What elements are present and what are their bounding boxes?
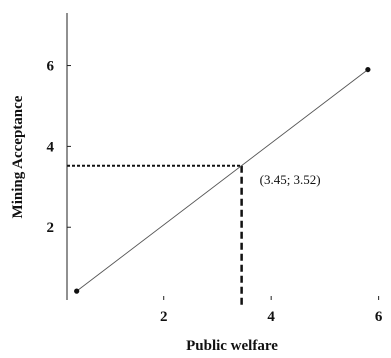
x-tick-label: 6 [375,309,383,325]
data-point [74,288,80,294]
x-tick-label: 4 [267,309,275,325]
reference-guides [67,164,243,306]
x-axis-title: Public welfare [186,338,278,354]
series-line [76,69,369,292]
y-tick-label: 2 [47,220,55,236]
series-group [74,66,371,294]
data-point [365,66,371,73]
ticks-group: 2 4 6 2 4 6 [47,59,383,325]
x-tick-label: 2 [160,309,168,325]
y-axis-title: Mining Acceptance [10,95,26,218]
reference-point-label: (3.45; 3.52) [260,172,321,187]
y-tick-label: 4 [47,139,55,155]
y-tick-label: 6 [47,59,55,75]
